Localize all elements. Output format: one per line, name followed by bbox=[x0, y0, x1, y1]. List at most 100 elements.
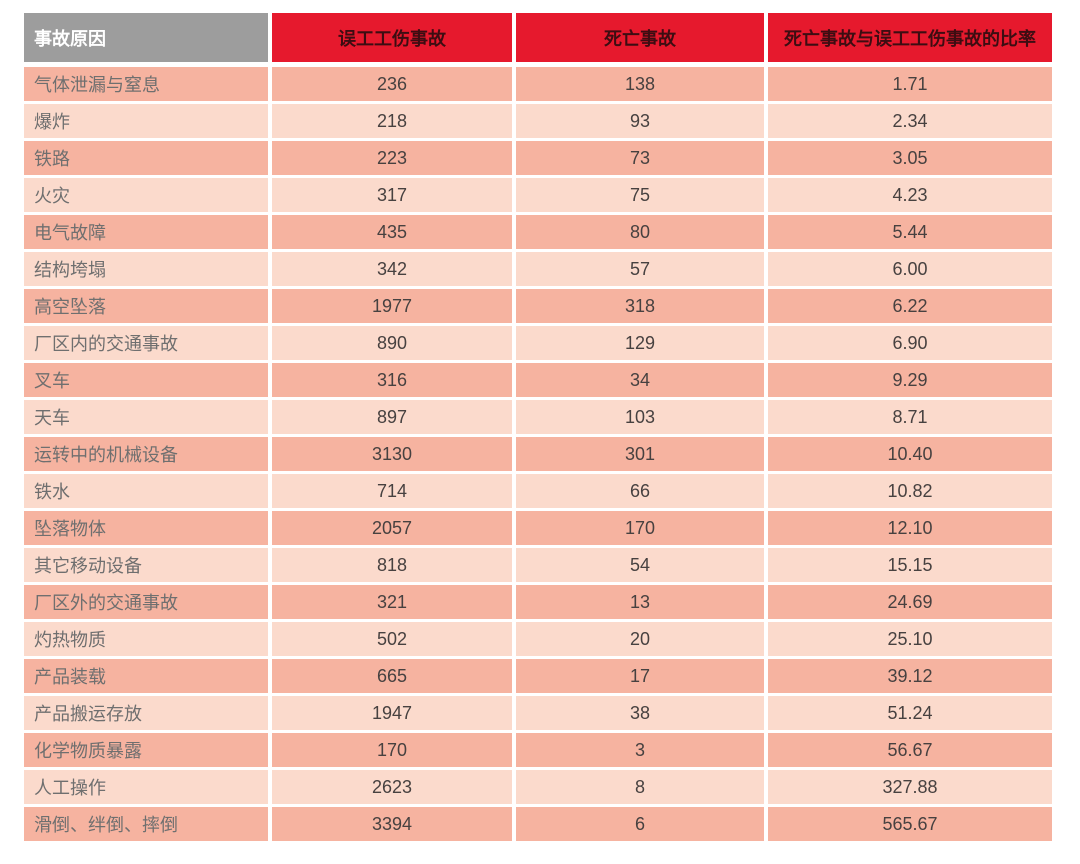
table-row: 火灾 317 75 4.23 bbox=[24, 178, 1056, 212]
fatal-cell: 8 bbox=[516, 770, 764, 804]
fatal-cell: 6 bbox=[516, 807, 764, 841]
table-row: 厂区外的交通事故 321 13 24.69 bbox=[24, 585, 1056, 619]
lost-time-cell: 236 bbox=[272, 67, 512, 101]
accident-statistics-table: 事故原因 误工工伤事故 死亡事故 死亡事故与误工工伤事故的比率 气体泄漏与窒息 2… bbox=[24, 13, 1056, 844]
cause-cell: 人工操作 bbox=[24, 770, 268, 804]
fatal-cell: 75 bbox=[516, 178, 764, 212]
fatal-cell: 138 bbox=[516, 67, 764, 101]
cause-cell: 坠落物体 bbox=[24, 511, 268, 545]
cause-cell: 运转中的机械设备 bbox=[24, 437, 268, 471]
table-row: 结构垮塌 342 57 6.00 bbox=[24, 252, 1056, 286]
cause-cell: 化学物质暴露 bbox=[24, 733, 268, 767]
lost-time-cell: 317 bbox=[272, 178, 512, 212]
lost-time-cell: 223 bbox=[272, 141, 512, 175]
table-row: 产品搬运存放 1947 38 51.24 bbox=[24, 696, 1056, 730]
table-row: 爆炸 218 93 2.34 bbox=[24, 104, 1056, 138]
table-row: 高空坠落 1977 318 6.22 bbox=[24, 289, 1056, 323]
header-cell-lost-time-accidents: 误工工伤事故 bbox=[272, 13, 512, 62]
fatal-cell: 38 bbox=[516, 696, 764, 730]
fatal-cell: 66 bbox=[516, 474, 764, 508]
table-row: 坠落物体 2057 170 12.10 bbox=[24, 511, 1056, 545]
cause-cell: 叉车 bbox=[24, 363, 268, 397]
cause-cell: 气体泄漏与窒息 bbox=[24, 67, 268, 101]
ratio-cell: 6.22 bbox=[768, 289, 1052, 323]
fatal-cell: 3 bbox=[516, 733, 764, 767]
cause-cell: 火灾 bbox=[24, 178, 268, 212]
fatal-cell: 93 bbox=[516, 104, 764, 138]
lost-time-cell: 321 bbox=[272, 585, 512, 619]
ratio-cell: 25.10 bbox=[768, 622, 1052, 656]
cause-cell: 铁路 bbox=[24, 141, 268, 175]
header-cell-cause: 事故原因 bbox=[24, 13, 268, 62]
lost-time-cell: 665 bbox=[272, 659, 512, 693]
lost-time-cell: 3394 bbox=[272, 807, 512, 841]
table-row: 人工操作 2623 8 327.88 bbox=[24, 770, 1056, 804]
lost-time-cell: 218 bbox=[272, 104, 512, 138]
fatal-cell: 20 bbox=[516, 622, 764, 656]
table-header-row: 事故原因 误工工伤事故 死亡事故 死亡事故与误工工伤事故的比率 bbox=[24, 13, 1056, 62]
ratio-cell: 565.67 bbox=[768, 807, 1052, 841]
fatal-cell: 13 bbox=[516, 585, 764, 619]
ratio-cell: 51.24 bbox=[768, 696, 1052, 730]
fatal-cell: 57 bbox=[516, 252, 764, 286]
ratio-cell: 15.15 bbox=[768, 548, 1052, 582]
cause-cell: 天车 bbox=[24, 400, 268, 434]
lost-time-cell: 2057 bbox=[272, 511, 512, 545]
ratio-cell: 8.71 bbox=[768, 400, 1052, 434]
cause-cell: 爆炸 bbox=[24, 104, 268, 138]
table-row: 其它移动设备 818 54 15.15 bbox=[24, 548, 1056, 582]
lost-time-cell: 890 bbox=[272, 326, 512, 360]
cause-cell: 电气故障 bbox=[24, 215, 268, 249]
lost-time-cell: 316 bbox=[272, 363, 512, 397]
table-row: 滑倒、绊倒、摔倒 3394 6 565.67 bbox=[24, 807, 1056, 841]
fatal-cell: 73 bbox=[516, 141, 764, 175]
header-cell-ratio: 死亡事故与误工工伤事故的比率 bbox=[768, 13, 1052, 62]
table-row: 产品装载 665 17 39.12 bbox=[24, 659, 1056, 693]
ratio-cell: 10.82 bbox=[768, 474, 1052, 508]
fatal-cell: 80 bbox=[516, 215, 764, 249]
fatal-cell: 103 bbox=[516, 400, 764, 434]
lost-time-cell: 2623 bbox=[272, 770, 512, 804]
table-body: 气体泄漏与窒息 236 138 1.71 爆炸 218 93 2.34 铁路 223 73 3.05 火… bbox=[24, 67, 1056, 841]
table-row: 铁路 223 73 3.05 bbox=[24, 141, 1056, 175]
table-row: 铁水 714 66 10.82 bbox=[24, 474, 1056, 508]
ratio-cell: 4.23 bbox=[768, 178, 1052, 212]
ratio-cell: 5.44 bbox=[768, 215, 1052, 249]
lost-time-cell: 1947 bbox=[272, 696, 512, 730]
fatal-cell: 318 bbox=[516, 289, 764, 323]
cause-cell: 铁水 bbox=[24, 474, 268, 508]
ratio-cell: 6.90 bbox=[768, 326, 1052, 360]
cause-cell: 厂区外的交通事故 bbox=[24, 585, 268, 619]
ratio-cell: 39.12 bbox=[768, 659, 1052, 693]
ratio-cell: 1.71 bbox=[768, 67, 1052, 101]
cause-cell: 其它移动设备 bbox=[24, 548, 268, 582]
fatal-cell: 54 bbox=[516, 548, 764, 582]
ratio-cell: 24.69 bbox=[768, 585, 1052, 619]
table-row: 天车 897 103 8.71 bbox=[24, 400, 1056, 434]
ratio-cell: 12.10 bbox=[768, 511, 1052, 545]
fatal-cell: 34 bbox=[516, 363, 764, 397]
table-row: 叉车 316 34 9.29 bbox=[24, 363, 1056, 397]
lost-time-cell: 170 bbox=[272, 733, 512, 767]
ratio-cell: 10.40 bbox=[768, 437, 1052, 471]
fatal-cell: 129 bbox=[516, 326, 764, 360]
cause-cell: 厂区内的交通事故 bbox=[24, 326, 268, 360]
table-row: 电气故障 435 80 5.44 bbox=[24, 215, 1056, 249]
table-row: 运转中的机械设备 3130 301 10.40 bbox=[24, 437, 1056, 471]
ratio-cell: 6.00 bbox=[768, 252, 1052, 286]
ratio-cell: 3.05 bbox=[768, 141, 1052, 175]
ratio-cell: 56.67 bbox=[768, 733, 1052, 767]
lost-time-cell: 435 bbox=[272, 215, 512, 249]
table-row: 厂区内的交通事故 890 129 6.90 bbox=[24, 326, 1056, 360]
cause-cell: 产品装载 bbox=[24, 659, 268, 693]
lost-time-cell: 818 bbox=[272, 548, 512, 582]
header-cell-fatal-accidents: 死亡事故 bbox=[516, 13, 764, 62]
cause-cell: 结构垮塌 bbox=[24, 252, 268, 286]
table-row: 气体泄漏与窒息 236 138 1.71 bbox=[24, 67, 1056, 101]
lost-time-cell: 1977 bbox=[272, 289, 512, 323]
cause-cell: 滑倒、绊倒、摔倒 bbox=[24, 807, 268, 841]
lost-time-cell: 897 bbox=[272, 400, 512, 434]
fatal-cell: 301 bbox=[516, 437, 764, 471]
lost-time-cell: 502 bbox=[272, 622, 512, 656]
cause-cell: 产品搬运存放 bbox=[24, 696, 268, 730]
